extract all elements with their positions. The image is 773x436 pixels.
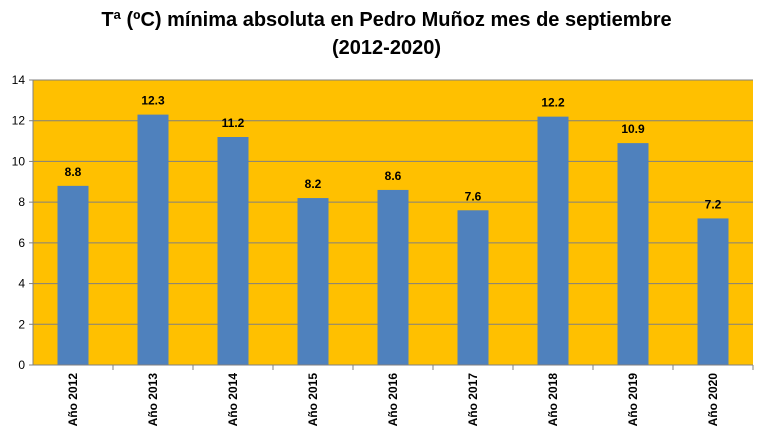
chart-title: Tª (ºC) mínima absoluta en Pedro Muñoz m… xyxy=(0,6,773,62)
y-tick-label: 12 xyxy=(12,114,26,128)
bar xyxy=(57,185,89,365)
x-category-label: Año 2017 xyxy=(466,373,480,427)
bar xyxy=(537,116,569,366)
x-category-label: Año 2019 xyxy=(626,373,640,427)
data-label: 12.2 xyxy=(541,96,565,110)
data-label: 8.8 xyxy=(65,165,82,179)
x-category-label: Año 2020 xyxy=(706,373,720,427)
bar xyxy=(377,189,409,365)
chart-title-line-2: (2012-2020) xyxy=(332,37,441,59)
y-tick-label: 8 xyxy=(18,195,25,209)
y-tick-label: 6 xyxy=(18,236,25,250)
bars xyxy=(57,114,729,366)
data-label: 7.2 xyxy=(705,197,722,211)
data-labels: 8.8 12.3 11.2 8.2 8.6 7.6 12.2 10.9 7.2 xyxy=(65,94,722,212)
chart-title-line-1: Tª (ºC) mínima absoluta en Pedro Muñoz m… xyxy=(101,9,672,31)
x-category-label: Año 2013 xyxy=(146,373,160,427)
x-axis-ticks: Año 2012 Año 2013 Año 2014 Año 2015 Año 2016… xyxy=(66,365,754,427)
data-label: 10.9 xyxy=(621,122,645,136)
data-label: 7.6 xyxy=(465,189,482,203)
y-tick-label: 14 xyxy=(12,73,26,87)
y-tick-label: 2 xyxy=(18,317,25,331)
y-tick-label: 4 xyxy=(18,277,25,291)
x-category-label: Año 2012 xyxy=(66,373,80,427)
bar xyxy=(217,137,249,365)
bar xyxy=(617,143,649,365)
data-label: 12.3 xyxy=(141,94,165,108)
bar xyxy=(457,210,489,365)
bar xyxy=(297,198,329,365)
data-label: 8.2 xyxy=(305,177,322,191)
bar xyxy=(137,114,169,365)
data-label: 8.6 xyxy=(385,169,402,183)
x-category-label: Año 2016 xyxy=(386,373,400,427)
x-category-label: Año 2014 xyxy=(226,373,240,427)
y-tick-label: 0 xyxy=(18,358,25,372)
data-label: 11.2 xyxy=(222,116,245,130)
y-axis-ticks: 0 2 4 6 8 10 12 14 xyxy=(12,73,33,372)
x-category-label: Año 2018 xyxy=(546,373,560,427)
y-tick-label: 10 xyxy=(12,154,26,168)
x-category-label: Año 2015 xyxy=(306,373,320,427)
bar xyxy=(697,218,729,365)
